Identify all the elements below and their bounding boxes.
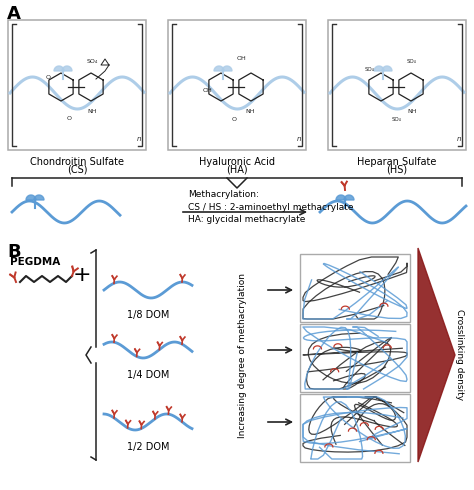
Text: Hyaluronic Acid: Hyaluronic Acid xyxy=(199,157,275,167)
Polygon shape xyxy=(222,66,232,71)
Text: 1/8 DOM: 1/8 DOM xyxy=(127,310,169,320)
Text: Methacrylation:
CS / HS : 2-aminoethyl methacrylate
HA: glycidal methacrylate: Methacrylation: CS / HS : 2-aminoethyl m… xyxy=(188,190,354,224)
Polygon shape xyxy=(26,195,36,200)
Text: OH: OH xyxy=(237,56,247,61)
Polygon shape xyxy=(54,66,64,71)
Text: Heparan Sulfate: Heparan Sulfate xyxy=(357,157,437,167)
Text: O: O xyxy=(46,75,51,80)
Bar xyxy=(8,20,146,150)
Text: SO₄: SO₄ xyxy=(87,59,99,64)
Text: (HS): (HS) xyxy=(386,165,408,175)
Text: NH: NH xyxy=(87,109,97,114)
Text: NH: NH xyxy=(245,109,255,114)
Text: Crosslinking density: Crosslinking density xyxy=(456,310,465,400)
Text: 1/2 DOM: 1/2 DOM xyxy=(127,442,169,452)
Text: SO₄: SO₄ xyxy=(392,117,402,122)
Polygon shape xyxy=(344,195,354,200)
Text: n: n xyxy=(457,136,462,142)
Text: A: A xyxy=(7,5,21,23)
Bar xyxy=(300,394,410,462)
Text: (CS): (CS) xyxy=(67,165,87,175)
Polygon shape xyxy=(34,195,44,200)
Bar xyxy=(300,254,410,322)
Text: O: O xyxy=(67,116,72,121)
Polygon shape xyxy=(62,66,72,71)
Text: SO₄: SO₄ xyxy=(407,59,417,64)
Text: B: B xyxy=(7,243,21,261)
Text: (HA): (HA) xyxy=(226,165,248,175)
Text: +: + xyxy=(73,265,91,285)
Text: O: O xyxy=(232,117,237,122)
Text: n: n xyxy=(297,136,301,142)
Polygon shape xyxy=(336,195,346,200)
Bar xyxy=(328,20,466,150)
Text: Chondroitin Sulfate: Chondroitin Sulfate xyxy=(30,157,124,167)
Polygon shape xyxy=(374,66,384,71)
Bar xyxy=(168,20,306,150)
Text: NH: NH xyxy=(407,109,417,114)
Text: Increasing degree of methacrylation: Increasing degree of methacrylation xyxy=(238,272,247,438)
Text: SO₄: SO₄ xyxy=(365,67,375,72)
Polygon shape xyxy=(214,66,224,71)
Text: 1/4 DOM: 1/4 DOM xyxy=(127,370,169,380)
Polygon shape xyxy=(382,66,392,71)
Polygon shape xyxy=(418,248,455,462)
Text: OH: OH xyxy=(203,88,213,93)
Text: n: n xyxy=(137,136,142,142)
Text: PEGDMA: PEGDMA xyxy=(10,257,60,267)
Bar xyxy=(300,324,410,392)
